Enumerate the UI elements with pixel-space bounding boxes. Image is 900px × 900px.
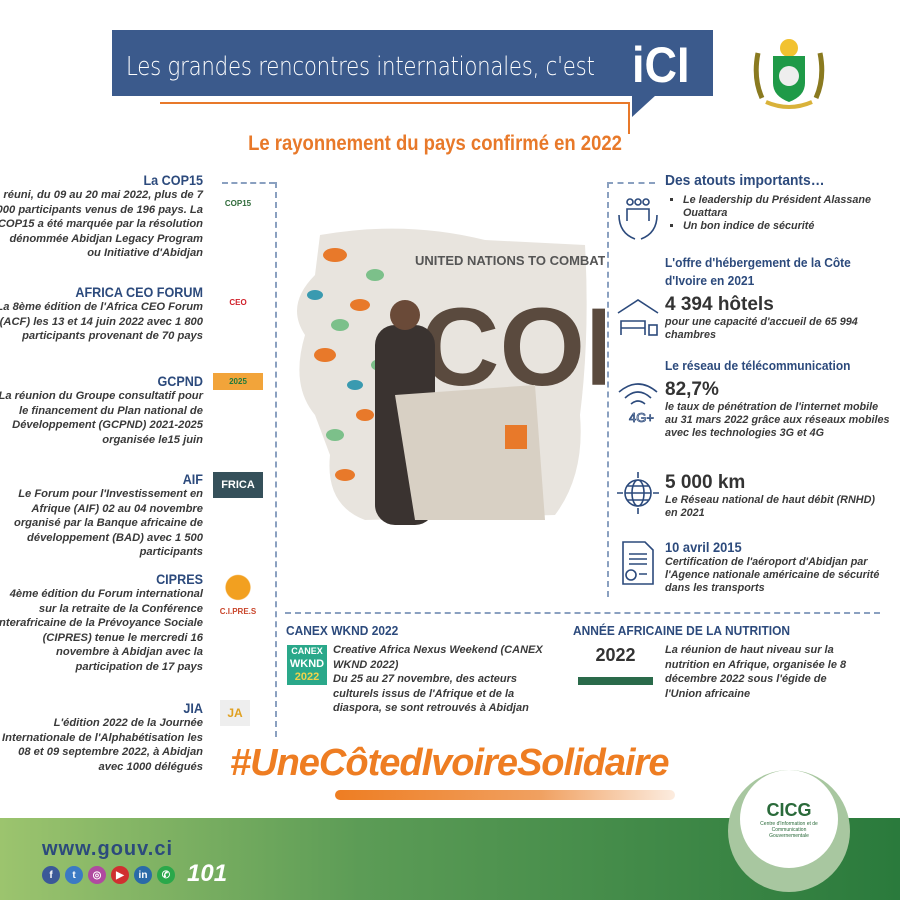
event-title: AIF: [182, 471, 203, 487]
speech-bubble-tail: [632, 95, 656, 117]
instagram-icon[interactable]: ◎: [88, 866, 106, 884]
page-subtitle: Le rayonnement du pays confirmé en 2022: [248, 132, 622, 155]
event-text: La réunion du Groupe consultatif pour le…: [0, 390, 203, 446]
jia-logo: JA: [220, 700, 250, 726]
aeroport-section: 10 avril 2015 Certification de l'aéropor…: [665, 538, 890, 595]
cop15-logo: COP15: [224, 198, 252, 208]
banner-highlight: iCI: [632, 37, 690, 93]
globe-network-icon: [617, 472, 659, 514]
hotel-bed-icon: [617, 299, 659, 336]
event-gcpnd: GCPND La réunion du Groupe consultatif p…: [0, 373, 203, 447]
divider: [628, 102, 630, 134]
logo-text: WKND: [289, 658, 325, 670]
hotline-number: 101: [187, 860, 228, 887]
section-title: L'offre d'hébergement de la Côte d'Ivoir…: [665, 255, 851, 288]
stat-text: pour une capacité d'accueil de 65 994 ch…: [665, 316, 858, 341]
canex-subtitle: Creative Africa Nexus Weekend (CANEX WKN…: [333, 644, 543, 671]
event-africa-ceo-forum: AFRICA CEO FORUM La 8ème édition de l'Af…: [0, 284, 203, 344]
whatsapp-icon[interactable]: ✆: [157, 866, 175, 884]
linkedin-icon[interactable]: in: [134, 866, 152, 884]
stat-value: 82,7%: [665, 379, 719, 400]
event-title: La COP15: [143, 172, 203, 188]
list-item: Un bon indice de sécurité: [683, 220, 890, 233]
people-in-hands-icon: [618, 198, 658, 240]
certificate-icon: [622, 541, 654, 585]
divider: [222, 182, 275, 184]
list-item: Le leadership du Président Alassane Ouat…: [683, 194, 890, 220]
nutrition-title: ANNÉE AFRICAINE DE LA NUTRITION: [573, 623, 791, 638]
svg-text:4G+: 4G+: [629, 410, 654, 424]
cicg-name: CICG: [766, 799, 812, 820]
cipres-logo: C.I.PRE.S: [213, 572, 263, 616]
stat-text: Certification de l'aéroport d'Abidjan pa…: [665, 556, 880, 594]
header-banner: [112, 30, 713, 96]
section-title: Le réseau de télécommunication: [665, 358, 851, 373]
event-text: Le Forum pour l'Investissement en Afriqu…: [13, 488, 203, 558]
hebergement-section: L'offre d'hébergement de la Côte d'Ivoir…: [665, 254, 890, 342]
section-title: Des atouts importants…: [665, 172, 825, 189]
event-text: L'édition 2022 de la Journée Internation…: [2, 717, 203, 773]
nutrition-text: La réunion de haut niveau sur la nutriti…: [665, 644, 847, 700]
canex-logo: CANEX WKND 2022: [287, 645, 327, 685]
stat-value: 10 avril 2015: [665, 539, 742, 555]
logo-text: 2022: [294, 671, 320, 683]
divider: [285, 612, 880, 614]
stat-value: 4 394 hôtels: [665, 294, 774, 315]
logo-text: CANEX: [291, 646, 323, 656]
facebook-icon[interactable]: f: [42, 866, 60, 884]
gcpnd-logo: 2025: [213, 373, 263, 390]
africa-ceo-logo: CEO: [229, 297, 247, 307]
brush-stroke: [335, 790, 675, 800]
event-title: JIA: [183, 700, 203, 716]
event-cop15: La COP15 a réuni, du 09 au 20 mai 2022, …: [0, 172, 203, 261]
website-link[interactable]: www.gouv.ci: [42, 838, 174, 860]
canex-text: Creative Africa Nexus Weekend (CANEX WKN…: [333, 643, 553, 716]
coat-of-arms-icon: [753, 39, 825, 109]
canex-description: Du 25 au 27 novembre, des acteurs cultur…: [333, 673, 529, 714]
divider: [607, 182, 655, 184]
atouts-list: Le leadership du Président Alassane Ouat…: [683, 194, 890, 233]
event-cipres: CIPRES 4ème édition du Forum internation…: [0, 571, 203, 674]
youtube-icon[interactable]: ▶: [111, 866, 129, 884]
atouts-section: Des atouts importants… Le leadership du …: [665, 172, 890, 233]
divider: [275, 182, 277, 737]
divider: [607, 182, 609, 597]
stat-text: le taux de pénétration de l'internet mob…: [665, 401, 890, 439]
event-title: GCPND: [157, 373, 203, 389]
divider: [160, 102, 630, 104]
event-text: La 8ème édition de l'Africa CEO Forum (A…: [0, 301, 203, 342]
event-photo: UNITED NATIONS TO COMBAT DESERTIFICATION…: [297, 228, 605, 525]
event-aif: AIF Le Forum pour l'Investissement en Af…: [0, 471, 203, 560]
event-jia: JIA L'édition 2022 de la Journée Interna…: [0, 700, 203, 774]
backdrop-text: UNITED NATIONS TO COMBAT DESERTIFICATION: [415, 253, 605, 268]
cicg-logo: CICG Centre d'Information et de Communic…: [740, 770, 838, 868]
nutrition-logo: 2022: [578, 645, 653, 685]
hashtag: #UneCôtedIvoireSolidaire: [230, 742, 669, 784]
event-title: CIPRES: [156, 571, 203, 587]
cicg-subtitle: Centre d'Information et de Communication…: [760, 820, 818, 839]
stat-text: Le Réseau national de haut débit (RNHD) …: [665, 494, 875, 519]
canex-title: CANEX WKND 2022: [286, 623, 399, 638]
event-title: AFRICA CEO FORUM: [75, 284, 203, 300]
telecom-section: Le réseau de télécommunication 82,7% le …: [665, 357, 890, 440]
stat-value: 5 000 km: [665, 472, 746, 493]
rnhd-section: 5 000 km Le Réseau national de haut débi…: [665, 472, 890, 520]
wifi-4g-icon: 4G+: [618, 383, 658, 424]
banner-title: Les grandes rencontres internationales, …: [126, 52, 595, 82]
aif-logo: FRICA: [213, 472, 263, 498]
event-text: 4ème édition du Forum international sur …: [0, 588, 203, 673]
twitter-icon[interactable]: t: [65, 866, 83, 884]
event-text: a réuni, du 09 au 20 mai 2022, plus de 7…: [0, 189, 203, 259]
